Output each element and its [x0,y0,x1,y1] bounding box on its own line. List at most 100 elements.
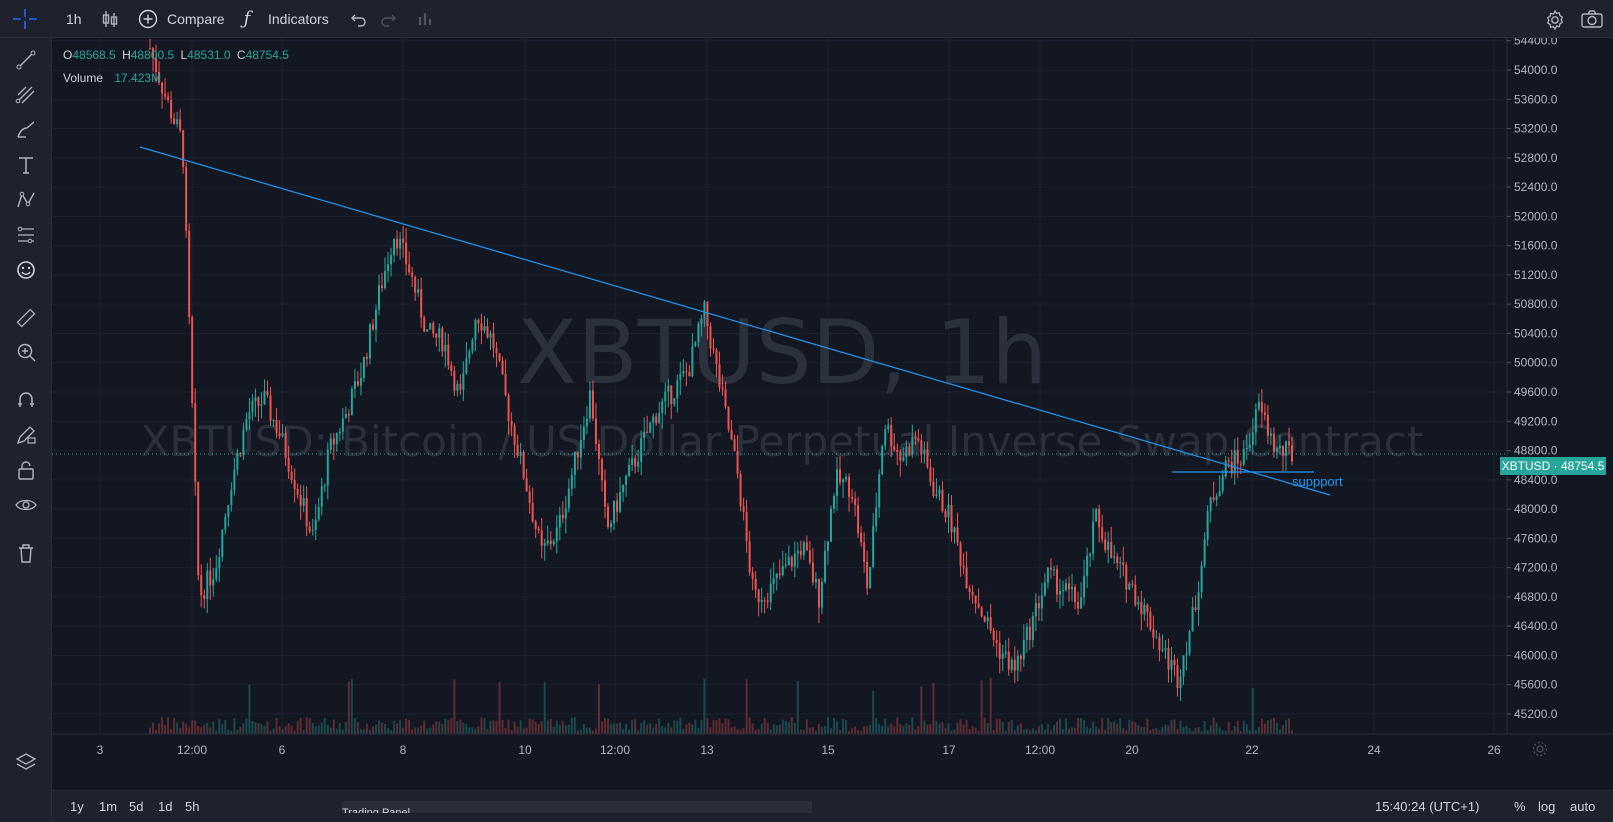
range-1y-button[interactable]: 1y [70,799,84,814]
volume-bar [914,729,917,734]
volume-bar [823,726,826,734]
zoom-in-icon[interactable] [14,340,38,364]
volume-bar [299,717,302,734]
volume-bar [832,717,835,734]
volume-bar [459,719,462,734]
indicators-button[interactable]: Indicators [268,11,329,27]
percent-scale-toggle[interactable]: % [1514,799,1526,814]
volume-bar [664,727,667,734]
volume-bar [558,725,561,734]
volume-bar [329,727,332,734]
volume-bar [543,682,546,734]
candle-body [1173,659,1176,666]
candle-body [652,416,655,423]
brush-tool-icon[interactable] [14,118,38,142]
candle-body [338,431,341,434]
candle-body [531,503,534,522]
unlock-icon[interactable] [14,458,38,482]
trading-panel-tab[interactable]: Trading Panel [342,801,812,813]
volume-bar [405,718,408,734]
layers-object-tree-icon[interactable] [14,750,38,774]
volume-bar [483,718,486,734]
volume-bar [438,721,441,734]
candle-body [374,309,377,330]
prediction-tool-icon[interactable] [14,223,38,247]
price-chart[interactable]: XBTUSD, 1h XBTUSD: Bitcoin / US Dollar P… [52,38,1613,790]
candle-body [790,557,793,567]
volume-bar [863,725,866,734]
volume-bar [1055,721,1058,734]
candle-body [739,473,742,507]
price-tick-label: 50400.0 [1514,326,1558,340]
candle-body [489,333,492,338]
range-1d-button[interactable]: 1d [158,799,173,814]
candle-body [628,464,631,477]
axis-settings-gear-icon[interactable] [1532,741,1548,757]
volume-bar [1176,728,1179,734]
candle-body [227,505,230,517]
volume-bar [718,718,721,734]
text-tool-icon[interactable] [14,153,38,177]
candle-body [884,429,887,446]
interval-button[interactable]: 1h [66,11,82,27]
function-fx-icon[interactable]: ƒ [243,8,251,29]
range-5h-button[interactable]: 5h [185,799,200,814]
pattern-tool-icon[interactable] [14,188,38,212]
volume-bar [347,681,350,734]
compare-plus-icon[interactable] [138,9,158,29]
candle-body [1013,659,1016,671]
candle-body [170,99,173,119]
volume-bar [613,723,616,734]
candle-body [998,642,1001,659]
settings-gear-icon[interactable] [1544,9,1566,31]
support-label[interactable]: suppport [1292,474,1343,489]
volume-bar [685,724,688,734]
candle-body [155,57,158,73]
volume-bar [896,717,899,734]
candle-body [1245,448,1248,450]
volume-bar [453,679,456,734]
time-tick-label: 13 [700,743,714,757]
volume-bar [1209,725,1212,734]
volume-bar [522,728,525,734]
volume-bar [576,730,579,734]
candle-body [694,342,697,347]
eye-visibility-icon[interactable] [14,493,38,517]
camera-snapshot-icon[interactable] [1580,9,1604,29]
resistance-trendline[interactable] [139,146,1331,496]
magnet-icon[interactable] [14,388,38,412]
volume-bar [573,717,576,734]
ruler-measure-icon[interactable] [14,306,38,330]
redo-icon[interactable] [379,9,397,29]
clock-timezone[interactable]: 15:40:24 (UTC+1) [1375,799,1480,814]
volume-bar [1101,718,1104,734]
volume-bar [594,728,597,734]
candle-body [793,553,796,567]
auto-scale-toggle[interactable]: auto [1570,799,1596,814]
candlestick-type-icon[interactable] [100,9,120,29]
price-axis-bg[interactable] [1507,38,1613,790]
candle-body [293,480,296,489]
compare-button[interactable]: Compare [167,11,225,27]
range-1m-button[interactable]: 1m [99,799,118,814]
volume-bar [1257,726,1260,734]
fib-pitchfork-tool-icon[interactable] [14,83,38,107]
candle-body [989,617,992,631]
range-5d-button[interactable]: 5d [129,799,144,814]
volume-bar [643,720,646,734]
trash-icon[interactable] [14,541,38,565]
candle-body [203,595,206,599]
candle-body [1242,448,1245,465]
volume-bar [655,723,658,734]
crosshair-icon[interactable] [12,8,38,30]
volume-bar [1025,728,1028,734]
undo-icon[interactable] [350,9,368,29]
bar-chart-icon[interactable] [416,9,434,29]
trend-line-tool-icon[interactable] [14,48,38,72]
volume-bar [384,724,387,734]
log-scale-toggle[interactable]: log [1538,799,1556,814]
emoji-smile-icon[interactable] [14,258,38,282]
volume-bar [272,728,275,734]
lock-drawing-pencil-icon[interactable] [14,423,38,447]
candle-body [329,438,332,450]
